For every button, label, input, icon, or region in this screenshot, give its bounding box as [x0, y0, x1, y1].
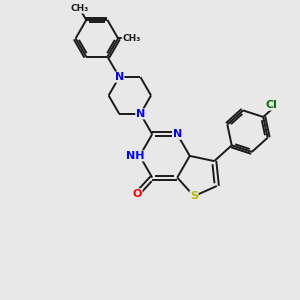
Text: N: N	[115, 72, 124, 82]
Text: Cl: Cl	[266, 100, 278, 110]
Text: CH₃: CH₃	[122, 34, 140, 43]
Text: NH: NH	[126, 151, 145, 161]
Text: O: O	[133, 189, 142, 199]
Text: S: S	[190, 191, 198, 201]
Text: CH₃: CH₃	[70, 4, 89, 13]
Text: N: N	[136, 109, 145, 119]
Text: N: N	[172, 129, 182, 139]
